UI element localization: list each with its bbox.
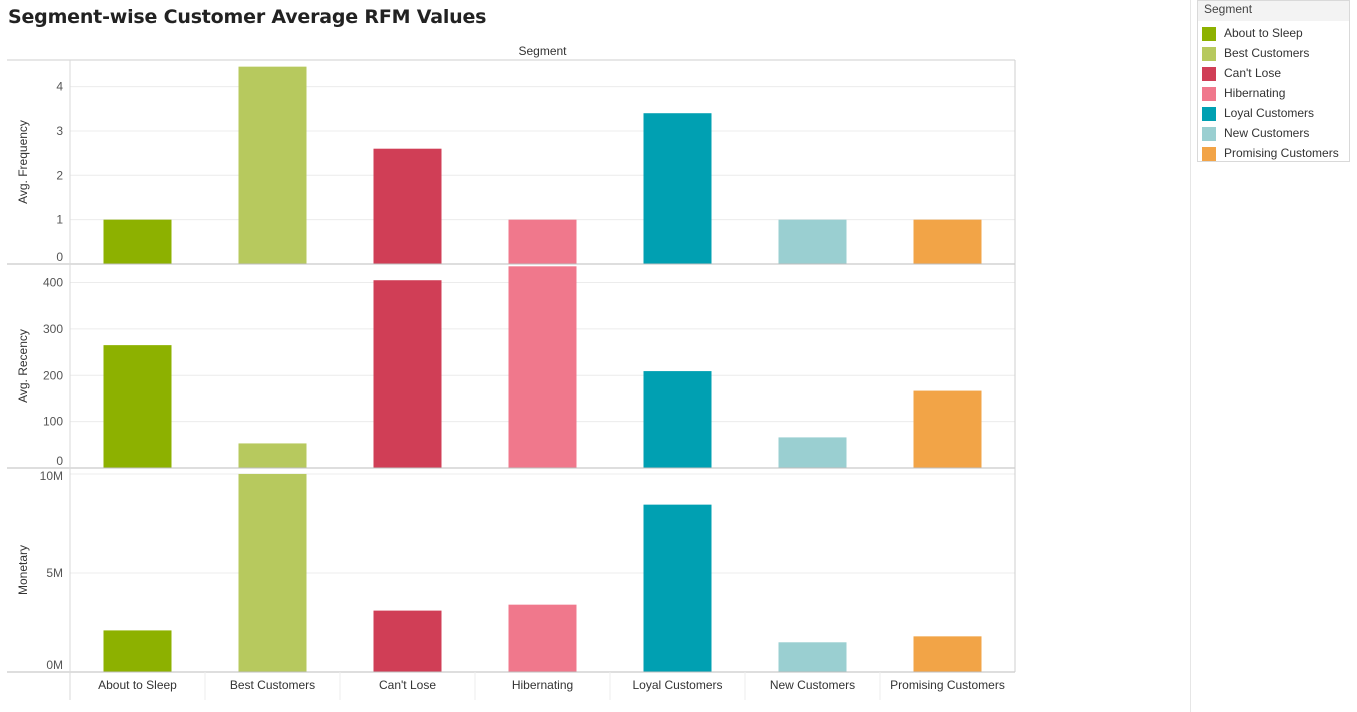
x-tick-label: Hibernating [512, 678, 573, 692]
y-tick-label: 200 [43, 368, 63, 382]
bar [238, 443, 307, 468]
legend-title: Segment [1198, 1, 1349, 21]
y-tick-label: 0M [46, 658, 63, 672]
legend-label: Can't Lose [1224, 66, 1281, 80]
bar [913, 636, 982, 672]
column-header: Segment [518, 44, 567, 58]
bar [643, 113, 712, 264]
y-tick-label: 100 [43, 415, 63, 429]
x-tick-label: Can't Lose [379, 678, 436, 692]
legend-swatch [1202, 47, 1216, 61]
bar [103, 345, 172, 468]
bar [373, 148, 442, 264]
y-tick-label: 5M [46, 566, 63, 580]
bar [913, 219, 982, 264]
x-tick-label: Loyal Customers [632, 678, 722, 692]
legend-label: About to Sleep [1224, 26, 1303, 40]
x-tick-label: About to Sleep [98, 678, 177, 692]
legend-swatch [1202, 127, 1216, 141]
bar [778, 437, 847, 468]
y-tick-label: 0 [56, 250, 63, 264]
panel-divider [1190, 0, 1191, 712]
y-tick-label: 1 [56, 213, 63, 227]
legend-label: Promising Customers [1224, 146, 1339, 160]
legend-swatch [1202, 67, 1216, 81]
legend-swatch [1202, 107, 1216, 121]
bar [238, 473, 307, 672]
bar [643, 504, 712, 672]
legend-label: Best Customers [1224, 46, 1310, 60]
legend-label: Loyal Customers [1224, 106, 1315, 120]
rfm-bar-chart: Segment 0 1 2 3 4 Avg. Frequency 0 100 200 300 400 A… [7, 44, 1016, 700]
bar [103, 630, 172, 672]
bar [913, 390, 982, 468]
legend-label: New Customers [1224, 126, 1310, 140]
x-tick-label: Promising Customers [890, 678, 1005, 692]
y-tick-label: 0 [56, 454, 63, 468]
y-tick-label: 10M [40, 469, 63, 483]
legend-swatch [1202, 147, 1216, 161]
y-tick-label: 4 [56, 80, 63, 94]
bar [643, 371, 712, 468]
bar [508, 604, 577, 672]
bar [508, 219, 577, 264]
x-tick-label: Best Customers [230, 678, 315, 692]
bar [103, 219, 172, 264]
y-axis-label: Avg. Recency [16, 329, 30, 403]
legend-label: Hibernating [1224, 86, 1286, 100]
y-axis-label: Avg. Frequency [16, 120, 30, 204]
bar [373, 280, 442, 468]
y-tick-label: 2 [56, 168, 63, 182]
bar [373, 610, 442, 672]
chart-title: Segment-wise Customer Average RFM Values [8, 6, 487, 28]
y-tick-label: 300 [43, 322, 63, 336]
legend-swatch [1202, 27, 1216, 41]
bar [508, 266, 577, 468]
y-tick-label: 400 [43, 276, 63, 290]
x-tick-label: New Customers [770, 678, 855, 692]
y-axis-label: Monetary [16, 545, 30, 595]
bar [778, 642, 847, 672]
bar [778, 219, 847, 264]
bar [238, 66, 307, 264]
segment-legend: Segment About to Sleep Best Customers Can'… [1197, 0, 1350, 162]
y-tick-label: 3 [56, 124, 63, 138]
legend-swatch [1202, 87, 1216, 101]
